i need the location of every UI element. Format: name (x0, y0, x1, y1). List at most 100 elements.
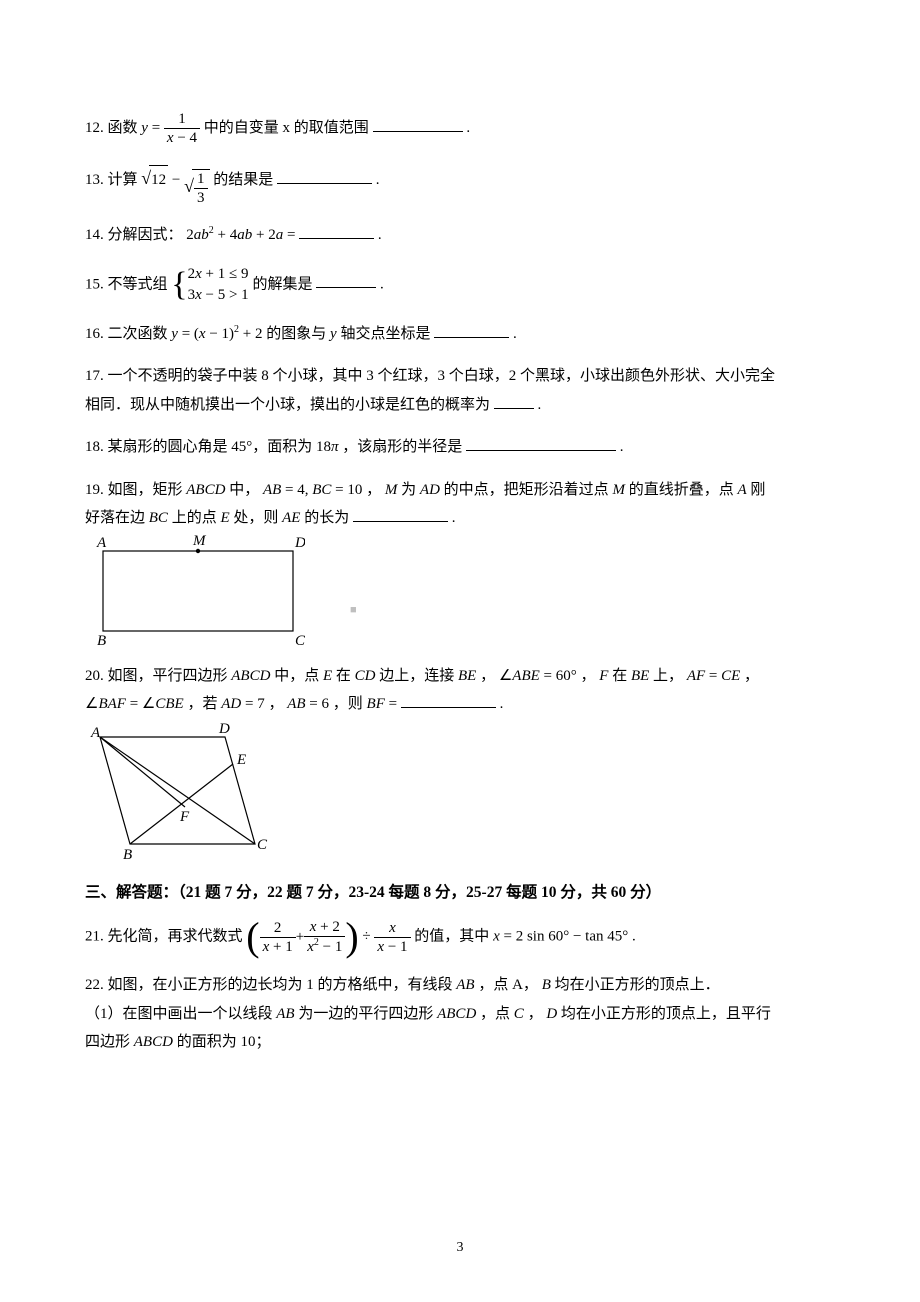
text: 刚 (750, 482, 765, 498)
text: 的直线折叠，点 (629, 482, 738, 498)
question-21: 21. 先化简，再求代数式 ( 2 x + 1 + x + 2 x2 − 1 )… (85, 917, 835, 957)
text: 的值，其中 (414, 928, 493, 944)
text: 中， (229, 482, 259, 498)
numerator: x (374, 919, 410, 938)
eq-sign: = (389, 696, 401, 712)
text: 二次函数 (108, 326, 172, 342)
text: ，该扇形的半径是 (342, 439, 462, 455)
M: M (385, 482, 398, 498)
question-20: 20. 如图，平行四边形 ABCD 中，点 E 在 CD 边上，连接 BE ， … (85, 662, 835, 864)
qnum: 20. (85, 668, 104, 684)
fraction-1: 2 x + 1 (260, 919, 296, 956)
paren-expr: ( 2 x + 1 + x + 2 x2 − 1 ) (246, 917, 358, 957)
period: . (513, 326, 517, 342)
text: 边上，连接 (379, 668, 458, 684)
text-line1: 一个不透明的袋子中装 8 个小球，其中 3 个红球，3 个白球，2 个黑球，小球… (108, 368, 776, 384)
period: . (538, 397, 542, 413)
rectangle-diagram: A M D B C (85, 533, 305, 648)
blank (353, 506, 448, 522)
question-13: 13. 计算 12 − 1 3 的结果是 . (85, 161, 835, 207)
D: D (546, 1006, 557, 1022)
blank (434, 322, 509, 338)
expr: 18π (316, 439, 339, 455)
text: 为 (401, 482, 420, 498)
blank (494, 393, 534, 409)
text: 中的自变量 x 的取值范围 (204, 120, 369, 136)
text: 好落在边 (85, 510, 149, 526)
BE: BE (458, 668, 476, 684)
text: ，点 A， (478, 977, 538, 993)
var-x: x (167, 130, 174, 146)
denominator: x + 1 (260, 938, 296, 956)
text-line2: 相同．现从中随机摸出一个小球，摸出的小球是红色的概率为 (85, 397, 490, 413)
text: 在 (336, 668, 355, 684)
text: 的解集是 (252, 276, 312, 292)
figure-20: A D E F B C (85, 719, 835, 864)
text: ， (528, 1006, 543, 1022)
fraction: 1 3 (194, 170, 208, 207)
qnum: 16. (85, 326, 104, 342)
fraction-2: x + 2 x2 − 1 (304, 918, 345, 956)
text: 为一边的平行四边形 (298, 1006, 437, 1022)
left-paren-icon: ( (246, 917, 259, 957)
ineq-2: 3x − 5 > 1 (188, 285, 249, 306)
var-y: y (330, 326, 337, 342)
text: 计算 (108, 172, 138, 188)
ab6: AB = 6 (287, 696, 329, 712)
AD: AD (420, 482, 440, 498)
ABCD2: ABCD (134, 1034, 173, 1050)
exam-page: 12. 函数 y = 1 x − 4 中的自变量 x 的取值范围 . 13. 计… (0, 0, 920, 1302)
text: ， (581, 668, 596, 684)
qnum: 14. (85, 227, 104, 243)
divide: ÷ (362, 928, 374, 944)
qnum: 12. (85, 120, 104, 136)
blank (373, 116, 463, 132)
text: 的面积为 10； (177, 1034, 271, 1050)
period: . (620, 439, 624, 455)
text: 某扇形的圆心角是 45°，面积为 (108, 439, 313, 455)
text: 的结果是 (213, 172, 273, 188)
BC: BC (149, 510, 168, 526)
xval: x = 2 sin 60° − tan 45° (493, 928, 628, 944)
E: E (323, 668, 332, 684)
label-B: B (97, 633, 106, 648)
text: 上的点 (172, 510, 221, 526)
radicand: 1 3 (192, 169, 210, 207)
text: ， (366, 482, 381, 498)
qnum: 18. (85, 439, 104, 455)
brace-system: { 2x + 1 ≤ 9 3x − 5 > 1 (171, 264, 248, 306)
angle-abe: ∠ABE = 60° (499, 668, 577, 684)
label-A: A (96, 535, 107, 551)
section-3-title: 三、解答题：（21 题 7 分，22 题 7 分，23-24 每题 8 分，25… (85, 878, 835, 907)
question-18: 18. 某扇形的圆心角是 45°，面积为 18π ，该扇形的半径是 . (85, 433, 835, 462)
A: A (737, 482, 746, 498)
label-C: C (295, 633, 305, 648)
watermark: ■ (350, 600, 357, 621)
text: ， (268, 696, 283, 712)
expr: y = (x − 1)2 + 2 (171, 326, 262, 342)
text: 如图，在小正方形的边长均为 1 的方格纸中，有线段 (108, 977, 457, 993)
blank (316, 272, 376, 288)
text: 轴交点坐标是 (340, 326, 430, 342)
period: . (632, 928, 636, 944)
minus: − (172, 172, 184, 188)
af-ce: AF = CE (687, 668, 740, 684)
abcd: ABCD (186, 482, 225, 498)
expr: 2ab2 + 4ab + 2a = (186, 227, 295, 243)
label-E: E (236, 752, 246, 768)
numerator: x + 2 (304, 918, 345, 937)
var-y: y (141, 120, 148, 136)
C: C (514, 1006, 524, 1022)
radicand: 12 (149, 165, 168, 195)
question-22: 22. 如图，在小正方形的边长均为 1 的方格纸中，有线段 AB ，点 A， B… (85, 971, 835, 1057)
eq: = (152, 120, 164, 136)
label-D: D (294, 535, 305, 551)
text: 中，点 (274, 668, 323, 684)
period: . (500, 696, 504, 712)
text: 分解因式： (108, 227, 183, 243)
numerator: 2 (260, 919, 296, 938)
figure-19: A M D B C (85, 533, 835, 648)
text: ， (480, 668, 495, 684)
question-15: 15. 不等式组 { 2x + 1 ≤ 9 3x − 5 > 1 的解集是 . (85, 264, 835, 306)
numerator: 1 (194, 170, 208, 189)
